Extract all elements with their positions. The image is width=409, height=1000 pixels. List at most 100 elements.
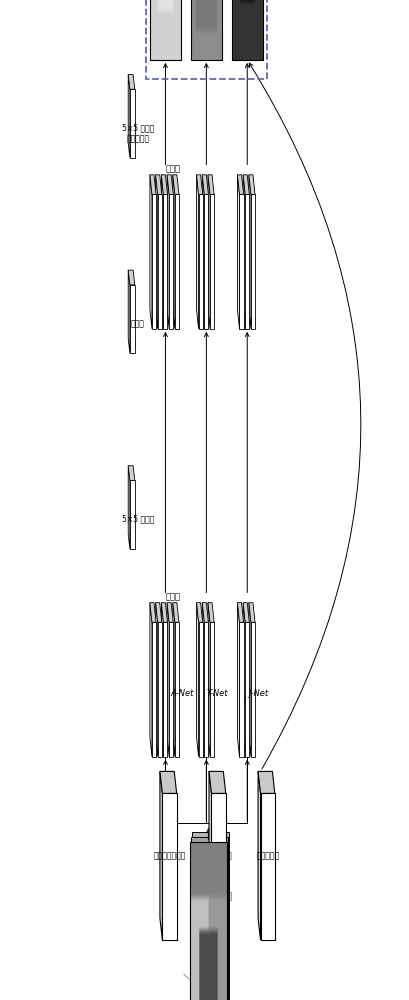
Bar	[146, 0, 267, 79]
Polygon shape	[245, 194, 249, 329]
Polygon shape	[237, 603, 240, 757]
Polygon shape	[160, 771, 177, 793]
Polygon shape	[162, 175, 164, 329]
Bar	[190, 842, 227, 1000]
Polygon shape	[258, 771, 275, 793]
Polygon shape	[162, 603, 164, 757]
Polygon shape	[197, 175, 199, 329]
Text: 5×5 卷积层: 5×5 卷积层	[122, 515, 154, 524]
Polygon shape	[249, 603, 255, 622]
Polygon shape	[197, 603, 203, 622]
Polygon shape	[150, 175, 156, 194]
Polygon shape	[160, 771, 162, 940]
Polygon shape	[167, 175, 173, 194]
Bar	[191, 837, 228, 1000]
Polygon shape	[164, 622, 168, 757]
Polygon shape	[261, 793, 275, 940]
Polygon shape	[158, 194, 162, 329]
Polygon shape	[243, 603, 249, 622]
Polygon shape	[130, 285, 135, 353]
Polygon shape	[128, 270, 130, 353]
Polygon shape	[197, 603, 199, 757]
Polygon shape	[173, 175, 179, 194]
Polygon shape	[245, 622, 249, 757]
Polygon shape	[167, 603, 169, 757]
Polygon shape	[202, 175, 209, 194]
Polygon shape	[167, 603, 173, 622]
Polygon shape	[202, 603, 209, 622]
Polygon shape	[204, 194, 209, 329]
Polygon shape	[152, 194, 156, 329]
Polygon shape	[249, 175, 255, 194]
Polygon shape	[164, 194, 168, 329]
Text: 颜色衰减先验: 颜色衰减先验	[205, 851, 232, 860]
Text: 解码器: 解码器	[166, 164, 180, 173]
Polygon shape	[128, 466, 135, 480]
Polygon shape	[173, 603, 175, 757]
Polygon shape	[238, 175, 240, 329]
Polygon shape	[152, 622, 156, 757]
Polygon shape	[258, 771, 261, 940]
Polygon shape	[211, 793, 226, 940]
Bar	[232, 0, 263, 60]
Polygon shape	[169, 622, 173, 757]
Polygon shape	[199, 622, 203, 757]
Polygon shape	[243, 603, 245, 757]
Polygon shape	[128, 75, 130, 158]
Polygon shape	[162, 793, 177, 940]
Text: 5×5 卷积层
最大池化层: 5×5 卷积层 最大池化层	[122, 123, 154, 143]
Polygon shape	[251, 194, 255, 329]
Polygon shape	[249, 175, 251, 329]
Bar	[191, 0, 222, 60]
Polygon shape	[238, 603, 244, 622]
Polygon shape	[150, 175, 152, 329]
Polygon shape	[156, 175, 158, 329]
Polygon shape	[209, 771, 226, 793]
Text: A-Net: A-Net	[171, 689, 194, 698]
Text: T-Net: T-Net	[207, 689, 228, 698]
Polygon shape	[202, 603, 204, 757]
Polygon shape	[167, 175, 169, 329]
Polygon shape	[240, 622, 244, 757]
Bar	[190, 842, 227, 1000]
Text: J-Net: J-Net	[248, 689, 268, 698]
Polygon shape	[202, 175, 204, 329]
Polygon shape	[130, 480, 135, 549]
Polygon shape	[128, 270, 135, 285]
Bar	[150, 0, 181, 60]
Polygon shape	[210, 622, 214, 757]
Text: 偏振图像: 偏振图像	[204, 882, 226, 891]
Polygon shape	[199, 194, 203, 329]
Polygon shape	[208, 175, 210, 329]
Polygon shape	[173, 603, 179, 622]
Polygon shape	[155, 603, 158, 757]
Polygon shape	[130, 89, 135, 158]
Polygon shape	[175, 622, 179, 757]
Polygon shape	[162, 603, 168, 622]
Text: 编码器: 编码器	[131, 319, 145, 328]
Polygon shape	[238, 175, 244, 194]
Polygon shape	[128, 75, 135, 89]
Polygon shape	[158, 622, 162, 757]
Polygon shape	[156, 175, 162, 194]
Polygon shape	[204, 622, 209, 757]
Polygon shape	[240, 194, 244, 329]
Polygon shape	[208, 603, 214, 622]
Polygon shape	[251, 622, 255, 757]
Polygon shape	[175, 194, 179, 329]
Polygon shape	[169, 194, 173, 329]
Text: 暗通道先验: 暗通道先验	[256, 851, 279, 860]
Polygon shape	[128, 466, 130, 549]
Polygon shape	[173, 175, 175, 329]
Polygon shape	[243, 175, 245, 329]
Polygon shape	[209, 771, 211, 940]
Polygon shape	[162, 175, 168, 194]
Bar	[192, 832, 229, 1000]
Text: 4维输入: 4维输入	[211, 891, 232, 900]
Polygon shape	[249, 603, 251, 757]
Polygon shape	[210, 194, 214, 329]
Polygon shape	[197, 175, 203, 194]
Text: 最大对比度先验: 最大对比度先验	[153, 851, 186, 860]
Polygon shape	[150, 603, 156, 622]
Polygon shape	[208, 175, 214, 194]
